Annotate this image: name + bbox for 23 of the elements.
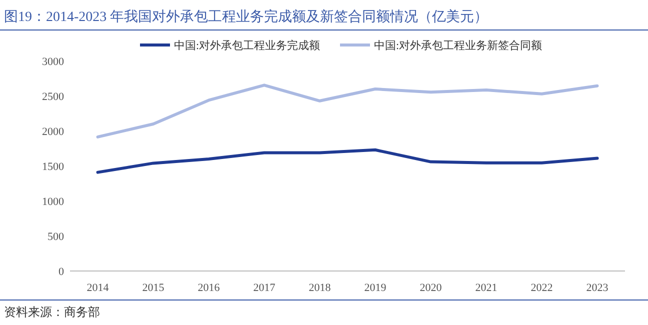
y-tick-label: 500 — [48, 231, 64, 243]
x-tick-label: 2015 — [142, 282, 165, 294]
x-tick-label: 2016 — [198, 282, 220, 294]
y-tick-label: 2500 — [42, 91, 64, 103]
y-tick-label: 1000 — [42, 196, 64, 208]
x-tick-label: 2022 — [530, 282, 553, 294]
x-tick-label: 2020 — [420, 282, 442, 294]
legend-label: 中国:对外承包工程业务完成额 — [174, 39, 320, 52]
x-tick-label: 2023 — [586, 282, 609, 294]
line-series — [96, 148, 599, 174]
x-tick-label: 2021 — [475, 282, 498, 294]
x-tick-label: 2019 — [364, 282, 387, 294]
x-tick-label: 2014 — [86, 282, 110, 294]
legend-label: 中国:对外承包工程业务新签合同额 — [374, 39, 542, 52]
chart-title: 图19：2014-2023 年我国对外承包工程业务完成额及新签合同额情况（亿美元） — [4, 9, 488, 25]
y-tick-label: 2000 — [42, 126, 64, 138]
y-tick-label: 3000 — [42, 56, 64, 68]
line-series — [96, 84, 599, 138]
x-tick-label: 2018 — [308, 282, 332, 294]
y-tick-label: 1500 — [42, 161, 64, 173]
y-tick-label: 0 — [58, 266, 64, 278]
text: 资料来源：商务部 — [4, 305, 100, 319]
x-tick-label: 2017 — [253, 282, 276, 294]
